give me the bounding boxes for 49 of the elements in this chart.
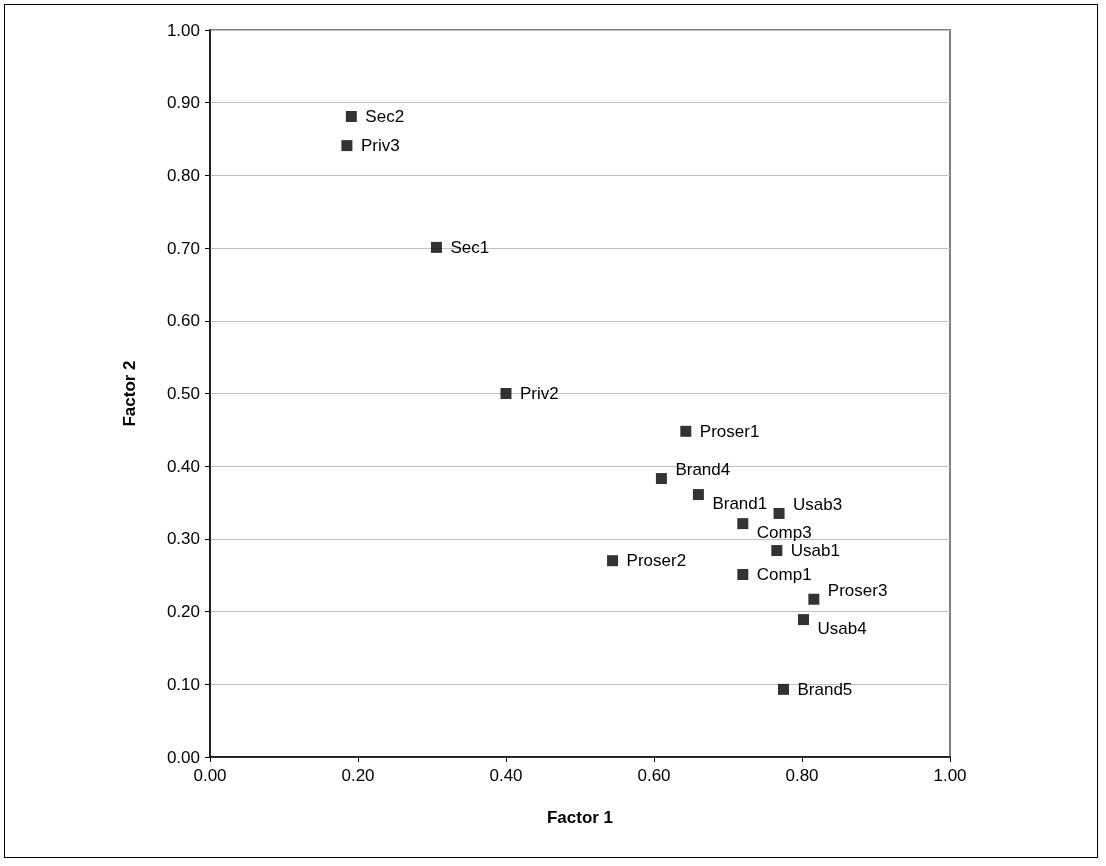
y-tick-label: 0.70 <box>166 238 200 258</box>
annotation: Comp1 <box>756 565 812 585</box>
point <box>430 241 442 253</box>
point <box>341 140 353 152</box>
annotation: Brand1 <box>712 494 768 514</box>
point <box>607 555 619 567</box>
point <box>771 545 783 557</box>
x-tick-label: 1.00 <box>933 766 967 785</box>
x-tick-label: 0.40 <box>489 766 523 785</box>
annotation: Brand4 <box>675 460 731 480</box>
point <box>737 569 749 581</box>
point <box>778 683 789 695</box>
y-tick-label: 0.20 <box>166 602 200 622</box>
y-tick-label: 0.40 <box>166 456 200 476</box>
y-tick-label: 0.60 <box>166 311 200 331</box>
x-tick-label: 0.00 <box>193 766 227 785</box>
y-tick-label: 0.50 <box>166 384 200 403</box>
y-tick-label: 0.00 <box>166 747 200 767</box>
point <box>808 593 820 605</box>
annotation: Priv2 <box>520 384 559 403</box>
y-tick-label: 0.10 <box>166 674 200 694</box>
annotation: Usab1 <box>790 541 840 561</box>
y-tick-label: 1.00 <box>166 20 200 40</box>
point <box>692 489 704 501</box>
y-tick-label: 0.30 <box>166 529 200 549</box>
point <box>655 473 667 485</box>
point <box>773 507 785 519</box>
x-tick-label: 0.60 <box>637 766 671 785</box>
point <box>345 111 357 123</box>
point <box>680 425 692 437</box>
x-tick-label: 0.80 <box>785 766 819 785</box>
annotation: Proser1 <box>699 421 760 441</box>
annotation: Comp3 <box>756 523 812 543</box>
annotation: Usab3 <box>793 494 843 514</box>
annotation: Sec1 <box>450 237 490 257</box>
x-axis-title: Factor 1 <box>546 808 614 827</box>
x-tick-label: 0.20 <box>341 766 375 785</box>
annotation: Proser2 <box>626 551 687 571</box>
annotation: Usab4 <box>817 619 867 639</box>
annotation: Sec2 <box>365 107 405 127</box>
annotation: Proser3 <box>827 580 888 600</box>
annotation: Brand5 <box>797 679 853 699</box>
y-tick-label: 0.80 <box>166 165 200 185</box>
y-tick-label: 0.90 <box>166 93 200 113</box>
point <box>737 518 749 530</box>
point <box>500 388 512 399</box>
y-axis-title: Factor 2 <box>120 360 139 427</box>
annotation: Priv3 <box>360 136 400 156</box>
point <box>797 614 809 626</box>
